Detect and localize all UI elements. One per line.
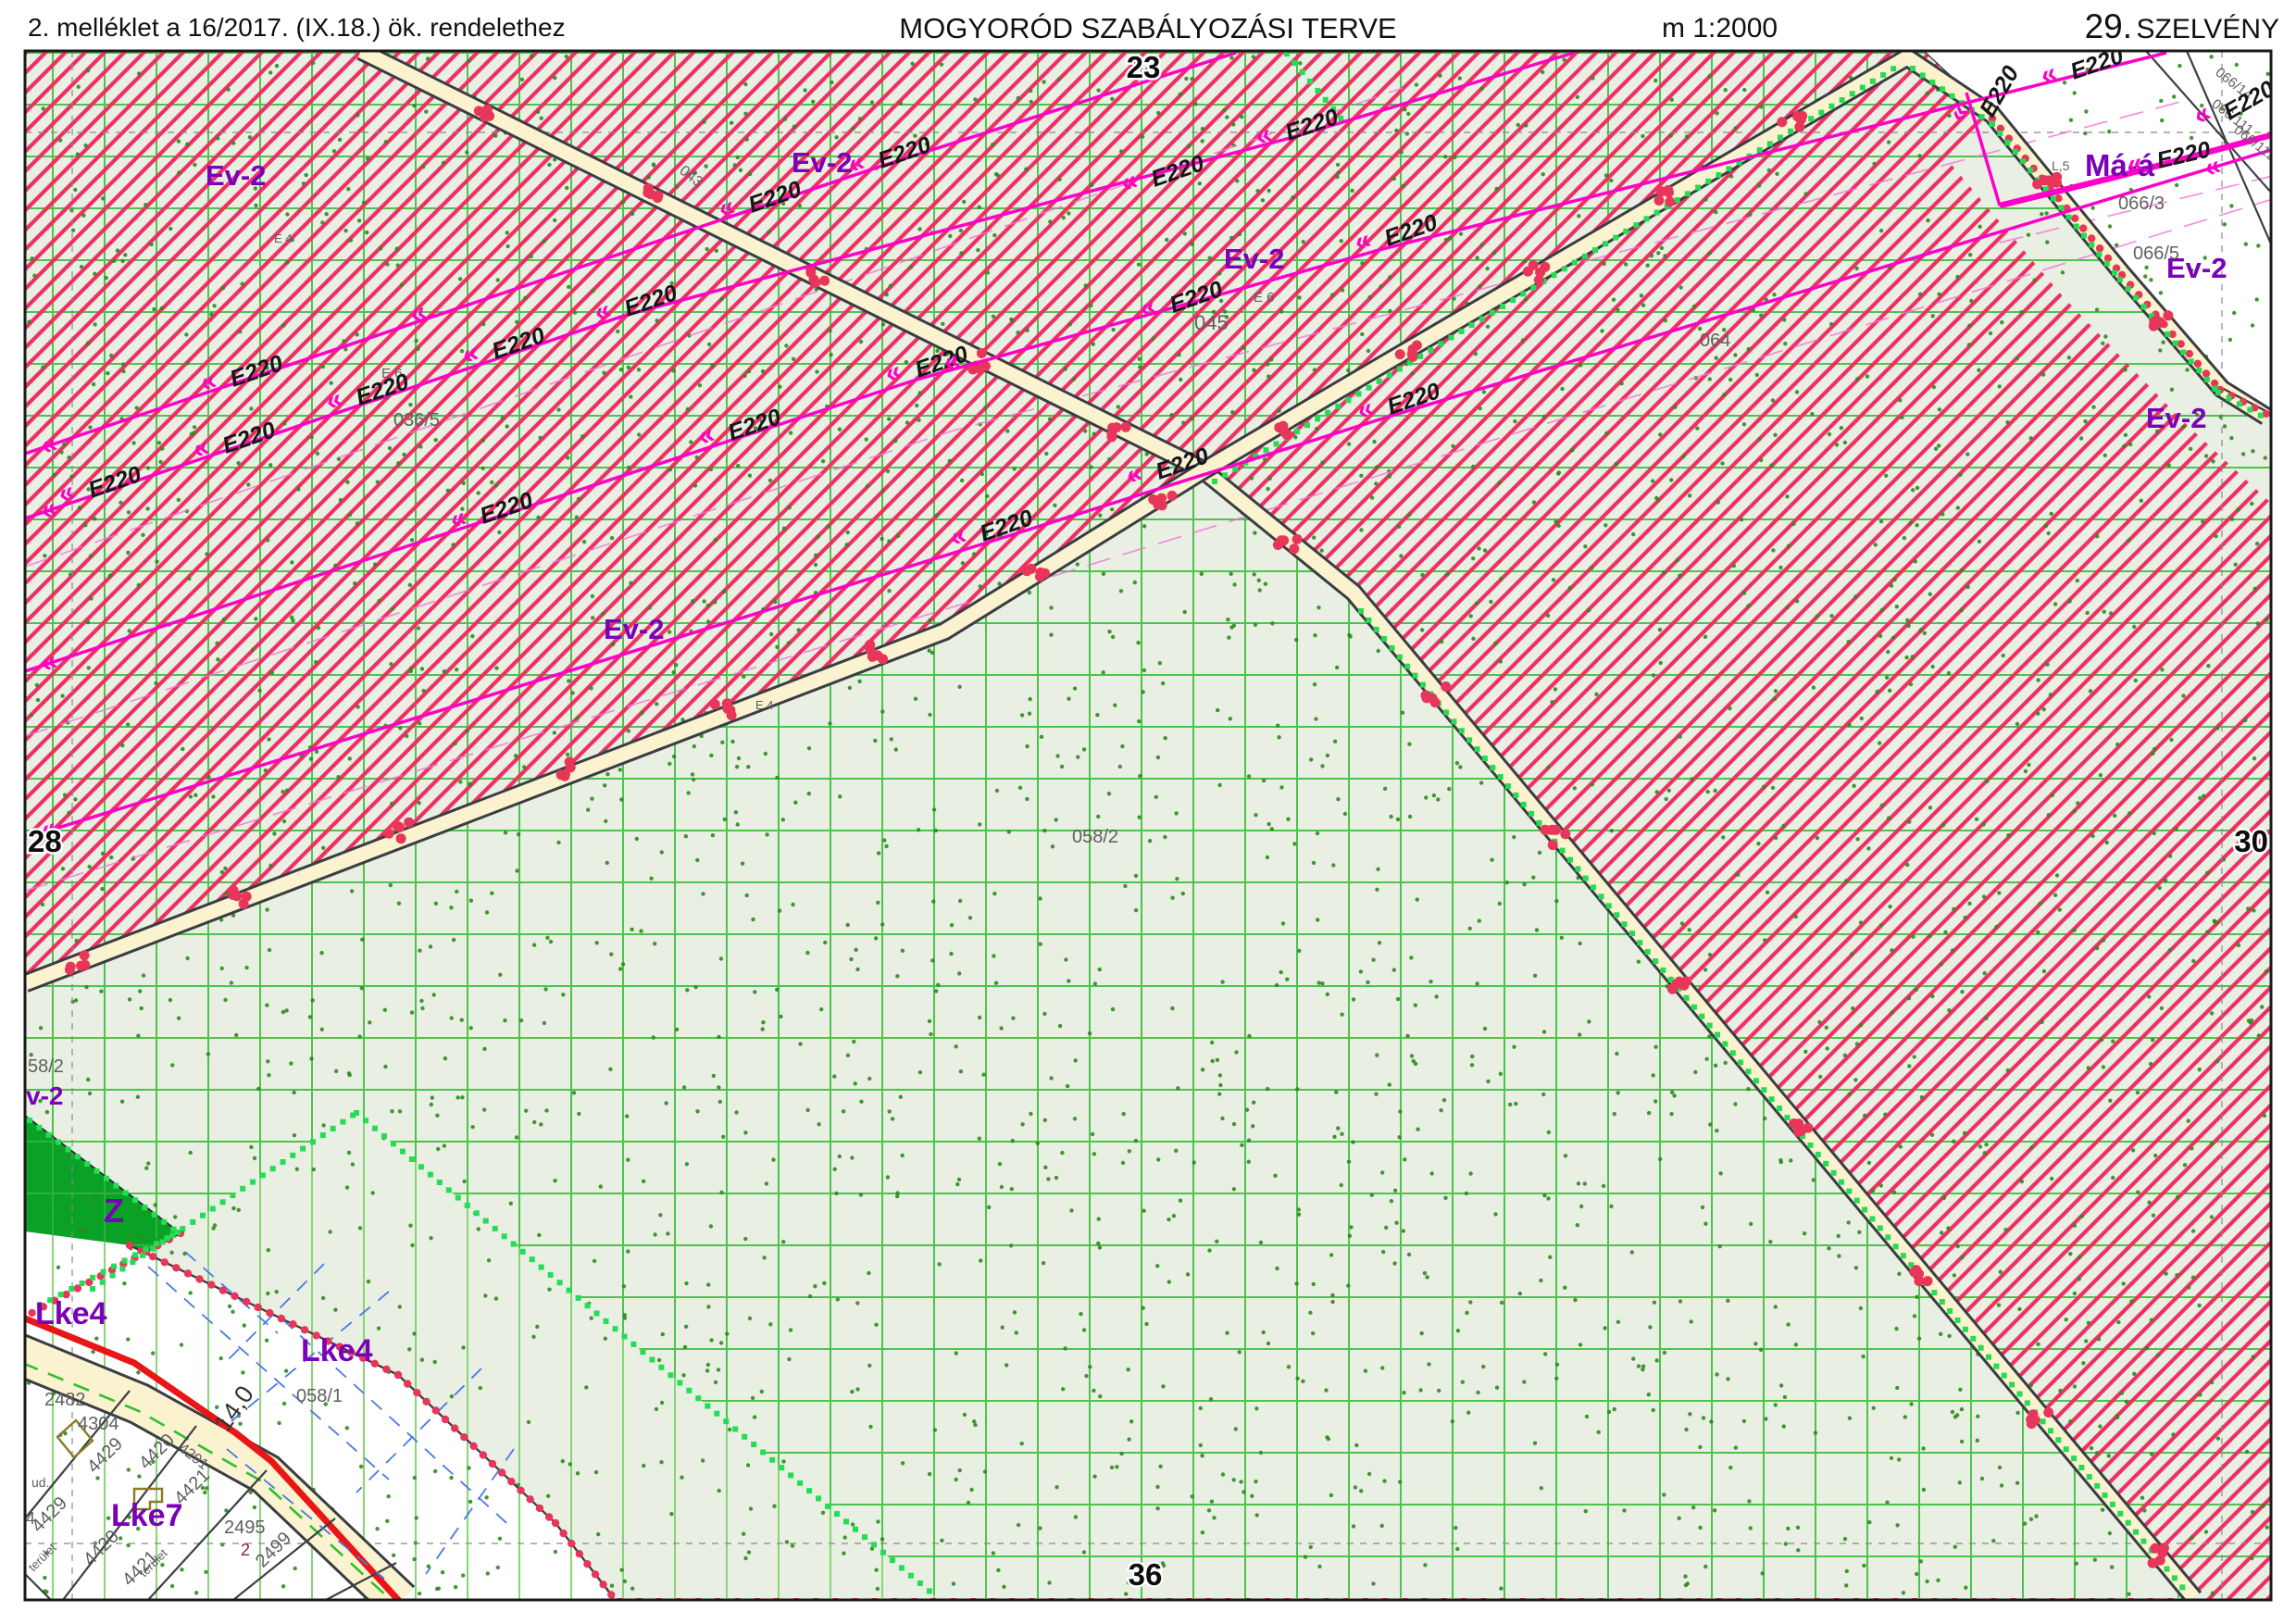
zone-label: Ev-2 [792, 146, 852, 179]
parcel-label: 2495 [224, 1518, 266, 1538]
zone-label: Z [104, 1192, 124, 1230]
parcel-label: E 4 [755, 698, 774, 712]
sheet-number-left: 28 [28, 824, 62, 858]
parcel-label: 058/1 [296, 1386, 343, 1406]
parcel-label: 4304 [78, 1414, 119, 1434]
parcel-label: 064 [1700, 331, 1730, 351]
powerline-arrow-icon: « [2124, 147, 2146, 181]
survey-grid [25, 51, 2271, 1600]
page-title: MOGYORÓD SZABÁLYOZÁSI TERVE [899, 12, 1397, 44]
zone-label: Lke4 [35, 1296, 107, 1331]
parcel-label: L,5 [2052, 158, 2070, 173]
zone-fills [25, 51, 2271, 1600]
sheet-label: 29. SZELVÉNY [2085, 7, 2279, 46]
cadastre-lines [25, 51, 2271, 1600]
zone-label: Ev-2 [1224, 243, 1284, 275]
sheet-number: 29. [2084, 7, 2133, 45]
road-lke-red-line [25, 1315, 403, 1600]
vegetation-dots [26, 54, 2270, 1596]
sheet-number-bottom: 36 [1129, 1557, 1163, 1592]
zone-strip-066 [1952, 117, 2271, 504]
zone-central-vlines [93, 1113, 938, 1598]
parcel-label: 4 [26, 1509, 35, 1528]
header: 2. melléklet a 16/2017. (IX.18.) ök. ren… [0, 0, 2296, 51]
zone-label: Ev-2 [2146, 402, 2206, 434]
parcel-label: E 4 [274, 231, 293, 245]
sheet-word: SZELVÉNY [2136, 14, 2280, 44]
zone-lke-white [25, 1231, 616, 1600]
parcel-label: ud. [31, 1475, 49, 1490]
parcel-label: 58/2 [28, 1056, 64, 1077]
parcel-label: 2482 [44, 1390, 86, 1410]
parcel-label: 058/2 [1072, 827, 1118, 847]
annex-note: 2. melléklet a 16/2017. (IX.18.) ök. ren… [28, 13, 566, 42]
boundary-marker-chains [27, 51, 2270, 1599]
parcel-label: E 6 [1254, 290, 1275, 306]
zone-label: Ev-2 [2166, 252, 2227, 284]
building-outline [132, 1487, 164, 1511]
zone-topleft-ev2 [25, 51, 1909, 983]
sheet-number-top: 23 [1127, 50, 1161, 84]
zone-label: Lke7 [111, 1498, 183, 1533]
road-lke-green-dash [25, 1362, 390, 1599]
zone-label: v-2 [26, 1081, 63, 1110]
parcel-label: E 6 [381, 366, 403, 381]
parcel-label: 045 [1194, 311, 1229, 334]
map-scale: m 1:2000 [1662, 13, 1778, 44]
parcel-label: 066/3 [2118, 194, 2165, 214]
zone-label: Má-á [2085, 148, 2155, 182]
zone-label: Ev-2 [604, 613, 664, 645]
building-outline [56, 1418, 94, 1459]
map-root: Ev-2 Ev-2 Ev-2 Ev-2 Ev-2 Ev-2 v-2 Má-á Z Lke4 Lke4… [25, 51, 2271, 1600]
parcel-label: 066/5 [2133, 244, 2179, 264]
map-frame [23, 49, 2273, 1602]
zone-label: Lke4 [301, 1333, 373, 1368]
powerlines-e220 [25, 51, 2271, 840]
parcel-label: 2 [241, 1541, 250, 1559]
sheet-number-right: 30 [2234, 824, 2268, 858]
zone-label: Ev-2 [206, 159, 266, 192]
parcel-label: 036/5 [393, 410, 440, 431]
